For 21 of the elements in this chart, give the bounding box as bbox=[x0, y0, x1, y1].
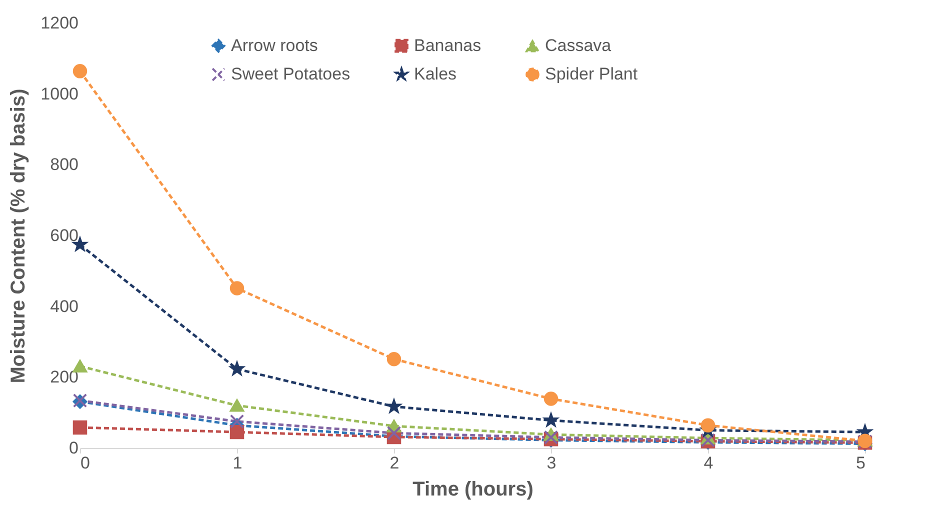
legend-label: Kales bbox=[414, 64, 457, 84]
x-tick-label: 3 bbox=[546, 454, 556, 472]
legend-label: Bananas bbox=[414, 36, 482, 55]
x-tick-label: 5 bbox=[856, 454, 866, 472]
y-tick-label: 200 bbox=[50, 368, 78, 387]
legend-label: Sweet Potatoes bbox=[231, 64, 350, 84]
y-tick-label: 0 bbox=[69, 438, 78, 458]
x-tick-label: 4 bbox=[704, 454, 714, 472]
y-tick-label: 800 bbox=[50, 155, 78, 174]
legend-label: Spider Plant bbox=[545, 64, 638, 84]
x-tick-label: 2 bbox=[390, 454, 400, 472]
y-axis-title: Moisture Content (% dry basis) bbox=[8, 88, 30, 384]
y-tick-label: 1200 bbox=[40, 14, 78, 32]
y-tick-label: 1000 bbox=[40, 84, 78, 104]
legend-label: Cassava bbox=[545, 36, 612, 56]
legend-label: Arrow roots bbox=[231, 36, 318, 55]
y-tick-label: 400 bbox=[50, 296, 78, 316]
y-tick-label: 600 bbox=[50, 226, 78, 245]
x-tick-label: 1 bbox=[232, 454, 242, 472]
x-tick-label: 0 bbox=[80, 454, 90, 472]
x-axis-title: Time (hours) bbox=[412, 478, 534, 500]
